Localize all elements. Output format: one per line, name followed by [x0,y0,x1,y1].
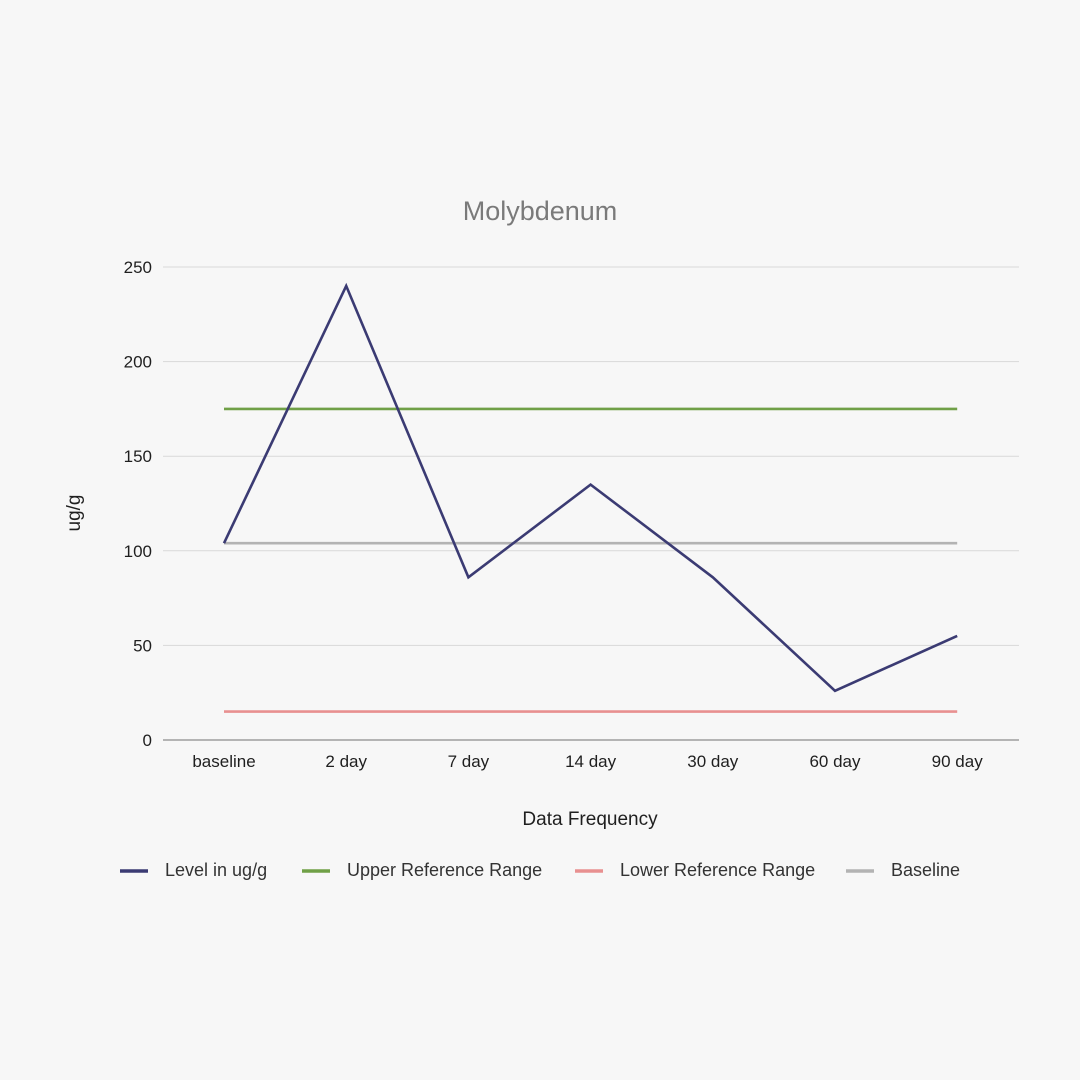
y-tick-label: 100 [124,542,152,561]
x-axis-ticks: baseline 2 day 7 day 14 day 30 day 60 day 90 d… [192,752,983,771]
y-tick-label: 0 [143,731,152,750]
series-lines [222,282,958,713]
legend: Level in ug/g Upper Reference Range Lower … [120,860,960,880]
gridlines [163,266,1019,646]
legend-label: Level in ug/g [165,860,267,880]
x-tick-label: 30 day [687,752,739,771]
legend-item: Level in ug/g [120,860,267,880]
legend-label: Baseline [891,860,960,880]
legend-label: Upper Reference Range [347,860,542,880]
legend-label: Lower Reference Range [620,860,815,880]
x-tick-label: 90 day [932,752,984,771]
y-tick-label: 150 [124,447,152,466]
x-tick-label: 7 day [448,752,490,771]
x-axis-label: Data Frequency [522,809,658,830]
y-tick-label: 200 [124,353,152,372]
y-axis-label: ug/g [64,495,85,532]
y-tick-label: 50 [133,636,152,655]
x-tick-label: 2 day [325,752,367,771]
x-tick-label: 60 day [809,752,861,771]
legend-item: Lower Reference Range [575,860,815,880]
x-tick-label: baseline [192,752,255,771]
y-tick-label: 250 [124,258,152,277]
legend-item: Baseline [846,860,960,880]
series-line-level-in-ug-g [222,282,958,693]
legend-item: Upper Reference Range [302,860,542,880]
y-axis-ticks: 0 50 100 150 200 250 [124,258,152,750]
x-tick-label: 14 day [565,752,617,771]
chart-title: Molybdenum [463,196,618,226]
